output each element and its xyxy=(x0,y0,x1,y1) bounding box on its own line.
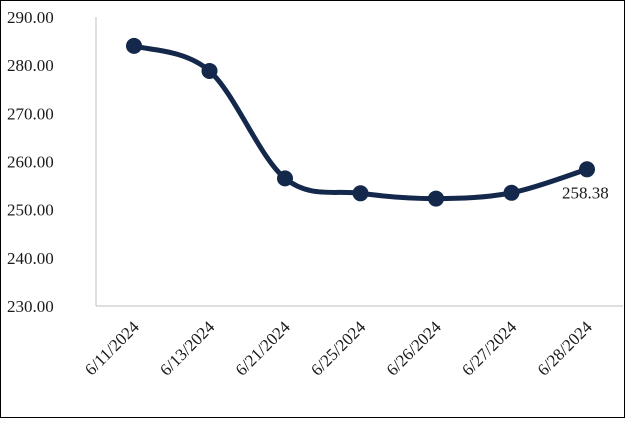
data-point xyxy=(352,185,369,202)
y-axis-tick-labels: 290.00 280.00 270.00 260.00 250.00 240.00 230.… xyxy=(7,8,54,316)
data-point xyxy=(277,170,293,187)
x-tick-label: 6/27/2024 xyxy=(458,317,521,380)
x-axis-tick-labels: 6/11/2024 6/13/2024 6/21/2024 6/25/2024 6/26… xyxy=(81,317,596,380)
data-labels-layer: 258.38 xyxy=(562,183,609,202)
data-point xyxy=(579,161,595,178)
x-tick-label: 6/13/2024 xyxy=(156,317,219,380)
x-tick-label: 6/21/2024 xyxy=(232,317,295,380)
y-tick-label: 280.00 xyxy=(7,56,54,75)
axes xyxy=(95,17,623,307)
data-point xyxy=(201,62,218,79)
data-label: 258.38 xyxy=(562,183,609,202)
x-tick-label: 6/11/2024 xyxy=(81,317,143,379)
data-point xyxy=(126,37,142,54)
points-layer xyxy=(126,37,595,207)
x-tick-label: 6/26/2024 xyxy=(383,317,446,380)
y-tick-label: 230.00 xyxy=(7,297,54,316)
y-tick-label: 240.00 xyxy=(7,249,54,268)
data-point xyxy=(428,190,444,207)
y-tick-label: 290.00 xyxy=(7,8,54,27)
data-point xyxy=(503,184,520,201)
y-tick-label: 260.00 xyxy=(7,153,54,172)
y-tick-label: 250.00 xyxy=(7,201,54,220)
y-tick-label: 270.00 xyxy=(7,104,54,123)
x-tick-label: 6/28/2024 xyxy=(534,317,597,380)
x-tick-label: 6/25/2024 xyxy=(307,317,370,380)
